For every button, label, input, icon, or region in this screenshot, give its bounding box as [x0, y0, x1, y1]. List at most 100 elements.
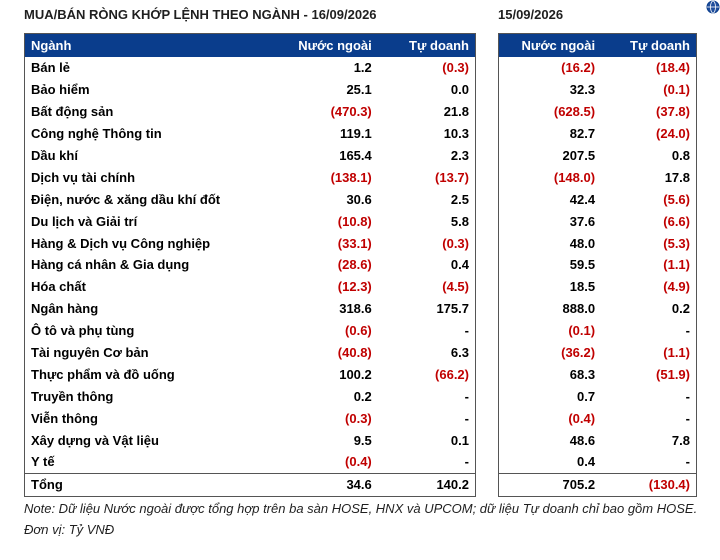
prop-net-value: (51.9) — [656, 366, 690, 382]
table-row: Hàng & Dịch vụ Công nghiệp (33.1) (0.3) — [25, 232, 476, 254]
table-row: Bán lẻ 1.2 (0.3) — [25, 57, 476, 79]
foreign-net-value: 18.5 — [569, 279, 596, 295]
foreign-net-value: (628.5) — [553, 104, 596, 120]
header-prop: Tự doanh — [601, 33, 697, 57]
prop-net-value: - — [464, 323, 469, 339]
table-row: 0.4 - — [499, 451, 697, 473]
sector-name: Truyền thông — [31, 388, 114, 404]
prop-net-value: - — [464, 388, 469, 404]
sector-name: Công nghệ Thông tin — [31, 126, 162, 142]
sector-name: Xây dựng và Vật liệu — [31, 432, 159, 448]
prop-net-value: 17.8 — [664, 169, 690, 185]
table-row: 0.7 - — [499, 385, 697, 407]
prop-net-value: (18.4) — [656, 60, 690, 76]
prop-net-value: 0.0 — [450, 82, 469, 98]
foreign-net-value: 68.3 — [569, 366, 596, 382]
sector-name: Hóa chất — [31, 279, 86, 295]
table-row: (0.1) - — [499, 320, 697, 342]
total-row: 705.2 (130.4) — [498, 472, 697, 497]
prop-net-value: 175.7 — [436, 301, 469, 317]
table-row: Ngân hàng 318.6 175.7 — [25, 298, 476, 320]
foreign-net-value: (10.8) — [337, 213, 372, 229]
table-current-date: Ngành Nước ngoài Tự doanh Bán lẻ 1.2 (0.3)… — [24, 33, 476, 497]
foreign-net-value: (28.6) — [337, 257, 372, 273]
table-row: 37.6 (6.6) — [499, 210, 697, 232]
foreign-net-value: (0.4) — [345, 454, 372, 470]
sector-name: Điện, nước & xăng dầu khí đốt — [31, 191, 221, 207]
foreign-net-value: 34.6 — [250, 472, 378, 497]
table-row: Y tế (0.4) - — [25, 451, 476, 473]
footnote: Note: Dữ liệu Nước ngoài được tổng hợp t… — [24, 501, 698, 537]
table-row: Hàng cá nhân & Gia dụng (28.6) 0.4 — [25, 254, 476, 276]
prop-net-value: 10.3 — [443, 126, 469, 142]
prop-net-value: - — [464, 454, 469, 470]
prop-net-value: - — [685, 454, 690, 470]
table-row: Thực phẩm và đồ uống 100.2 (66.2) — [25, 363, 476, 385]
foreign-net-value: 30.6 — [346, 191, 372, 207]
prop-net-value: 0.2 — [671, 301, 690, 317]
table-row: (16.2) (18.4) — [499, 57, 697, 79]
table-row: 48.0 (5.3) — [499, 232, 697, 254]
sector-name: Bán lẻ — [31, 60, 71, 76]
foreign-net-value: 37.6 — [569, 213, 596, 229]
foreign-net-value: (0.1) — [568, 323, 596, 339]
table-row: 42.4 (5.6) — [499, 188, 697, 210]
table-row: 59.5 (1.1) — [499, 254, 697, 276]
sector-name: Dầu khí — [31, 148, 78, 163]
prop-net-value: (37.8) — [656, 104, 690, 120]
table-row: 888.0 0.2 — [499, 298, 697, 320]
sector-name: Bảo hiểm — [31, 82, 90, 98]
prop-net-value: (130.4) — [601, 472, 697, 497]
sector-name: Du lịch và Giải trí — [31, 213, 138, 229]
foreign-net-value: 100.2 — [339, 366, 372, 382]
prop-net-value: (0.1) — [663, 82, 690, 98]
foreign-net-value: 48.6 — [569, 432, 596, 448]
sector-name: Ô tô và phụ tùng — [31, 323, 135, 339]
prop-net-value: (66.2) — [435, 366, 469, 382]
prop-net-value: 21.8 — [443, 104, 469, 120]
table-row: Bảo hiểm 25.1 0.0 — [25, 79, 476, 101]
foreign-net-value: 48.0 — [569, 235, 596, 251]
foreign-net-value: (12.3) — [337, 279, 372, 295]
table-row: 18.5 (4.9) — [499, 276, 697, 298]
prop-net-value: - — [685, 323, 690, 339]
table-row: (148.0) 17.8 — [499, 166, 697, 188]
table-row: Dịch vụ tài chính (138.1) (13.7) — [25, 166, 476, 188]
table-row: 48.6 7.8 — [499, 429, 697, 451]
foreign-net-value: 42.4 — [569, 191, 596, 207]
prop-net-value: 7.8 — [671, 432, 690, 448]
prop-net-value: (24.0) — [656, 126, 690, 142]
sector-name: Tổng — [24, 472, 251, 497]
header-foreign: Nước ngoài — [498, 33, 602, 57]
foreign-net-value: 165.4 — [339, 148, 372, 163]
table-header-row: Nước ngoài Tự doanh — [498, 33, 697, 57]
table-row: 68.3 (51.9) — [499, 363, 697, 385]
prop-net-value: (1.1) — [663, 345, 690, 361]
table-row: Bất động sản (470.3) 21.8 — [25, 101, 476, 123]
table-row: 207.5 0.8 — [499, 145, 697, 167]
foreign-net-value: 119.1 — [339, 126, 372, 142]
title-current-date: MUA/BÁN RÒNG KHỚP LỆNH THEO NGÀNH - 16/0… — [24, 7, 377, 22]
prop-net-value: - — [464, 410, 469, 426]
prop-net-value: 2.3 — [450, 148, 469, 163]
foreign-net-value: 207.5 — [562, 148, 596, 163]
foreign-net-value: (0.6) — [345, 323, 372, 339]
foreign-net-value: (33.1) — [337, 235, 372, 251]
table-row: Tài nguyên Cơ bản (40.8) 6.3 — [25, 342, 476, 364]
prop-net-value: 6.3 — [450, 345, 469, 361]
table-row: (0.4) - — [499, 407, 697, 429]
sector-name: Y tế — [31, 454, 55, 470]
sector-name: Thực phẩm và đồ uống — [31, 366, 175, 382]
prop-net-value: - — [685, 410, 690, 426]
prop-net-value: (4.9) — [663, 279, 690, 295]
foreign-net-value: 888.0 — [562, 301, 596, 317]
table-row: Công nghệ Thông tin 119.1 10.3 — [25, 123, 476, 145]
foreign-net-value: 705.2 — [498, 472, 602, 497]
foreign-net-value: (0.3) — [345, 410, 372, 426]
prop-net-value: (4.5) — [442, 279, 469, 295]
prop-net-value: (0.3) — [442, 235, 469, 251]
table-row: Điện, nước & xăng dầu khí đốt 30.6 2.5 — [25, 188, 476, 210]
foreign-net-value: (470.3) — [330, 104, 372, 120]
sector-name: Viễn thông — [31, 410, 98, 426]
foreign-net-value: 9.5 — [353, 432, 372, 448]
